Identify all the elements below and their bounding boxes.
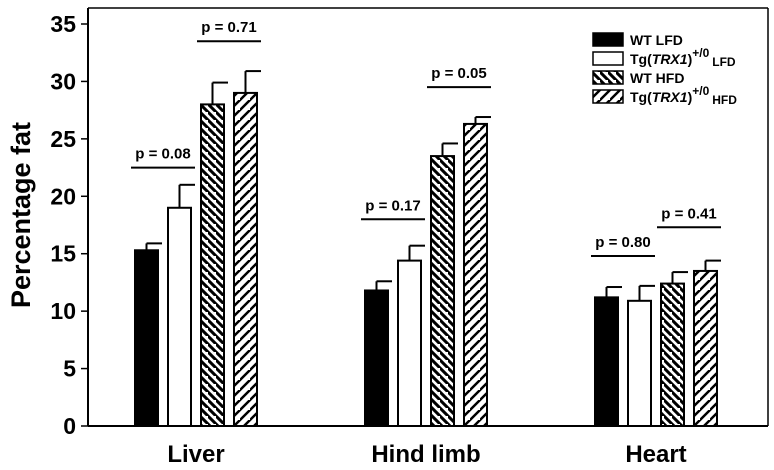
- y-ticks: 0 5 10 15 20 25 30 35: [50, 11, 88, 439]
- p-value-label: p = 0.17: [365, 197, 420, 214]
- y-tick-label: 15: [50, 241, 76, 267]
- bar: [233, 91, 258, 428]
- bar: [430, 155, 455, 427]
- bar: [627, 299, 652, 428]
- bar: [463, 122, 488, 427]
- legend-label: Tg(TRX1)+/0HFD: [630, 84, 737, 107]
- x-tick-labels: Liver Hind limb Heart: [167, 441, 686, 468]
- y-tick-label: 20: [50, 183, 76, 209]
- y-tick-label: 30: [50, 68, 76, 94]
- bar: [167, 206, 192, 427]
- y-tick-label: 10: [50, 298, 76, 324]
- legend-swatch: [592, 70, 624, 85]
- p-value-label: p = 0.05: [431, 65, 486, 82]
- y-tick-label: 25: [50, 126, 76, 152]
- legend-swatch: [592, 51, 624, 66]
- bars: [134, 70, 721, 428]
- bar: [134, 249, 159, 427]
- bar: [693, 269, 718, 428]
- y-tick-label: 35: [50, 11, 76, 37]
- p-value-label: p = 0.08: [135, 146, 190, 163]
- x-tick-label: Liver: [167, 441, 224, 465]
- bar: [364, 289, 389, 427]
- legend-label: WT HFD: [630, 70, 684, 86]
- bar: [660, 282, 685, 427]
- p-value-label: p = 0.71: [201, 19, 256, 36]
- annotations: p = 0.08 p = 0.71 p = 0.17 p = 0.05 p = 0.80…: [131, 19, 721, 258]
- p-value-label: p = 0.80: [595, 234, 650, 251]
- bar: [397, 259, 422, 427]
- legend-swatch: [592, 32, 624, 47]
- bar: [200, 103, 225, 428]
- x-tick-label: Hind limb: [371, 441, 480, 465]
- bar: [594, 296, 619, 427]
- y-axis-label: Percentage fat: [6, 122, 36, 308]
- legend-label: Tg(TRX1)+/0LFD: [630, 46, 736, 69]
- y-tick-label: 5: [63, 356, 76, 382]
- y-tick-label: 0: [63, 413, 76, 439]
- x-tick-label: Heart: [625, 441, 686, 465]
- legend-label: WT LFD: [630, 32, 683, 48]
- p-value-label: p = 0.41: [661, 205, 716, 222]
- legend-swatch: [592, 89, 624, 104]
